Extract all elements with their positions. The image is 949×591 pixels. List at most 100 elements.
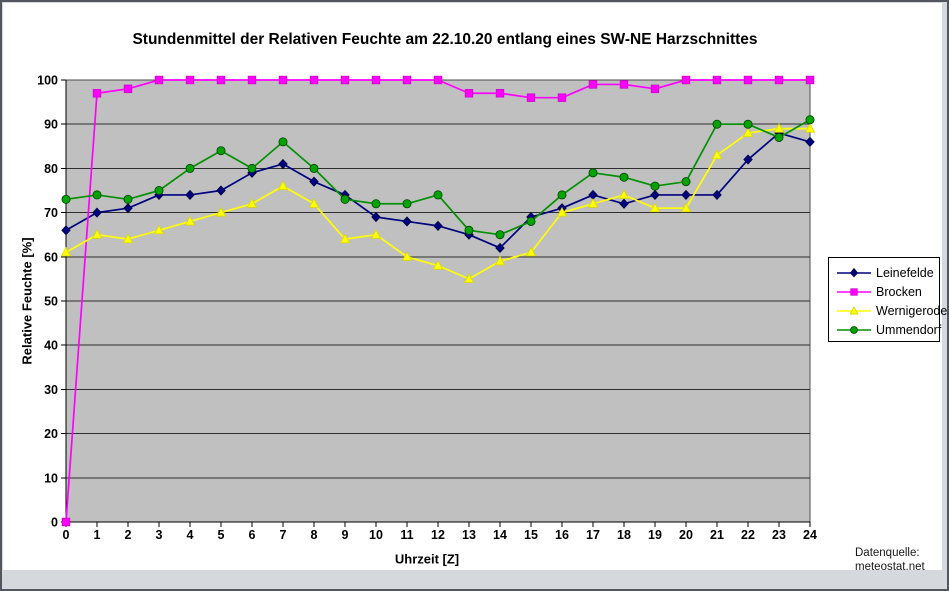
marker-brocken: [371, 75, 381, 85]
x-tick-label: 11: [400, 528, 413, 542]
y-tick-label: 90: [44, 118, 58, 132]
legend-label-leinefelde: Leinefelde: [876, 265, 934, 280]
x-tick-label: 15: [524, 528, 538, 542]
x-tick-label: 12: [431, 528, 445, 542]
marker-ummendorf: [309, 163, 319, 173]
legend-entry-brocken: Brocken: [829, 282, 939, 301]
datasource-line2: meteostat.net: [855, 560, 925, 573]
marker-brocken: [278, 75, 288, 85]
legend-marker-icon-brocken: [837, 287, 871, 296]
x-tick-label: 24: [803, 528, 817, 542]
x-tick-label: 22: [741, 528, 755, 542]
marker-wernigerode: [339, 233, 351, 244]
marker-ummendorf: [464, 225, 474, 235]
marker-wernigerode: [153, 224, 165, 235]
marker-wernigerode: [494, 255, 506, 266]
marker-leinefelde: [216, 185, 226, 196]
x-tick-label: 16: [555, 528, 569, 542]
marker-wernigerode: [556, 206, 568, 217]
marker-brocken: [681, 75, 691, 85]
marker-wernigerode: [277, 180, 289, 191]
marker-wernigerode: [804, 122, 816, 133]
marker-leinefelde: [619, 198, 629, 209]
marker-ummendorf: [433, 190, 443, 200]
marker-wernigerode: [618, 189, 630, 199]
marker-ummendorf: [650, 181, 660, 191]
marker-leinefelde: [743, 154, 753, 165]
x-tick-label: 14: [493, 528, 507, 542]
legend-marker: [849, 305, 859, 314]
marker-leinefelde: [61, 225, 71, 236]
marker-leinefelde: [92, 207, 102, 218]
marker-wernigerode: [680, 202, 692, 213]
marker-leinefelde: [681, 189, 691, 201]
x-tick-label: 17: [586, 528, 600, 542]
marker-brocken: [588, 80, 598, 89]
marker-brocken: [743, 75, 753, 85]
x-axis-title: Uhrzeit [Z]: [394, 551, 460, 567]
marker-brocken: [123, 84, 133, 94]
marker-wernigerode: [184, 215, 196, 226]
legend-marker-icon-leinefelde: [837, 267, 871, 277]
marker-brocken: [309, 75, 319, 85]
marker-ummendorf: [712, 119, 722, 129]
marker-brocken: [712, 75, 722, 85]
marker-ummendorf: [495, 230, 505, 240]
legend-marker: [849, 267, 859, 277]
legend: Leinefelde Brocken Wernigerode Ummendorf: [828, 257, 947, 342]
marker-leinefelde: [495, 242, 505, 254]
x-tick-label: 5: [218, 528, 225, 542]
x-tick-label: 3: [156, 528, 163, 542]
marker-ummendorf: [247, 163, 257, 173]
y-tick-label: 0: [51, 516, 58, 530]
marker-brocken: [774, 75, 784, 85]
marker-leinefelde: [433, 220, 443, 231]
marker-leinefelde: [371, 211, 381, 223]
y-tick-label: 20: [44, 427, 58, 441]
x-tick-label: 4: [187, 528, 194, 542]
x-tick-label: 18: [617, 528, 631, 542]
marker-ummendorf: [774, 132, 784, 142]
marker-wernigerode: [91, 229, 103, 239]
marker-brocken: [619, 80, 629, 89]
x-tick-label: 23: [772, 528, 786, 542]
marker-brocken: [464, 89, 474, 98]
marker-wernigerode: [525, 246, 537, 257]
marker-brocken: [185, 75, 195, 85]
x-tick-label: 13: [462, 528, 476, 542]
marker-brocken: [216, 75, 226, 85]
marker-wernigerode: [401, 251, 413, 261]
marker-ummendorf: [526, 216, 536, 226]
marker-ummendorf: [92, 190, 102, 200]
y-tick-label: 70: [44, 206, 58, 220]
marker-leinefelde: [402, 216, 412, 227]
x-tick-label: 6: [249, 528, 256, 542]
x-tick-label: 21: [710, 528, 724, 542]
marker-leinefelde: [650, 189, 660, 201]
marker-ummendorf: [681, 177, 691, 187]
marker-brocken: [92, 89, 102, 98]
marker-leinefelde: [123, 203, 133, 214]
marker-leinefelde: [278, 158, 288, 170]
marker-ummendorf: [371, 199, 381, 209]
y-tick-label: 30: [44, 383, 58, 397]
marker-wernigerode: [308, 198, 320, 208]
marker-ummendorf: [402, 199, 412, 209]
series-leinefelde: [61, 127, 815, 254]
marker-leinefelde: [712, 189, 722, 201]
marker-brocken: [650, 84, 660, 94]
marker-wernigerode: [742, 127, 754, 138]
y-tick-label: 50: [44, 295, 58, 309]
marker-ummendorf: [743, 119, 753, 129]
marker-wernigerode: [711, 149, 723, 160]
marker-brocken: [433, 75, 443, 85]
marker-brocken: [402, 75, 412, 85]
x-tick-label: 7: [280, 528, 287, 542]
marker-wernigerode: [463, 273, 475, 283]
marker-wernigerode: [773, 122, 785, 133]
marker-ummendorf: [588, 168, 598, 178]
marker-wernigerode: [370, 229, 382, 239]
legend-label-wernigerode: Wernigerode: [876, 303, 948, 318]
datasource-line1: Datenquelle:: [855, 547, 920, 559]
